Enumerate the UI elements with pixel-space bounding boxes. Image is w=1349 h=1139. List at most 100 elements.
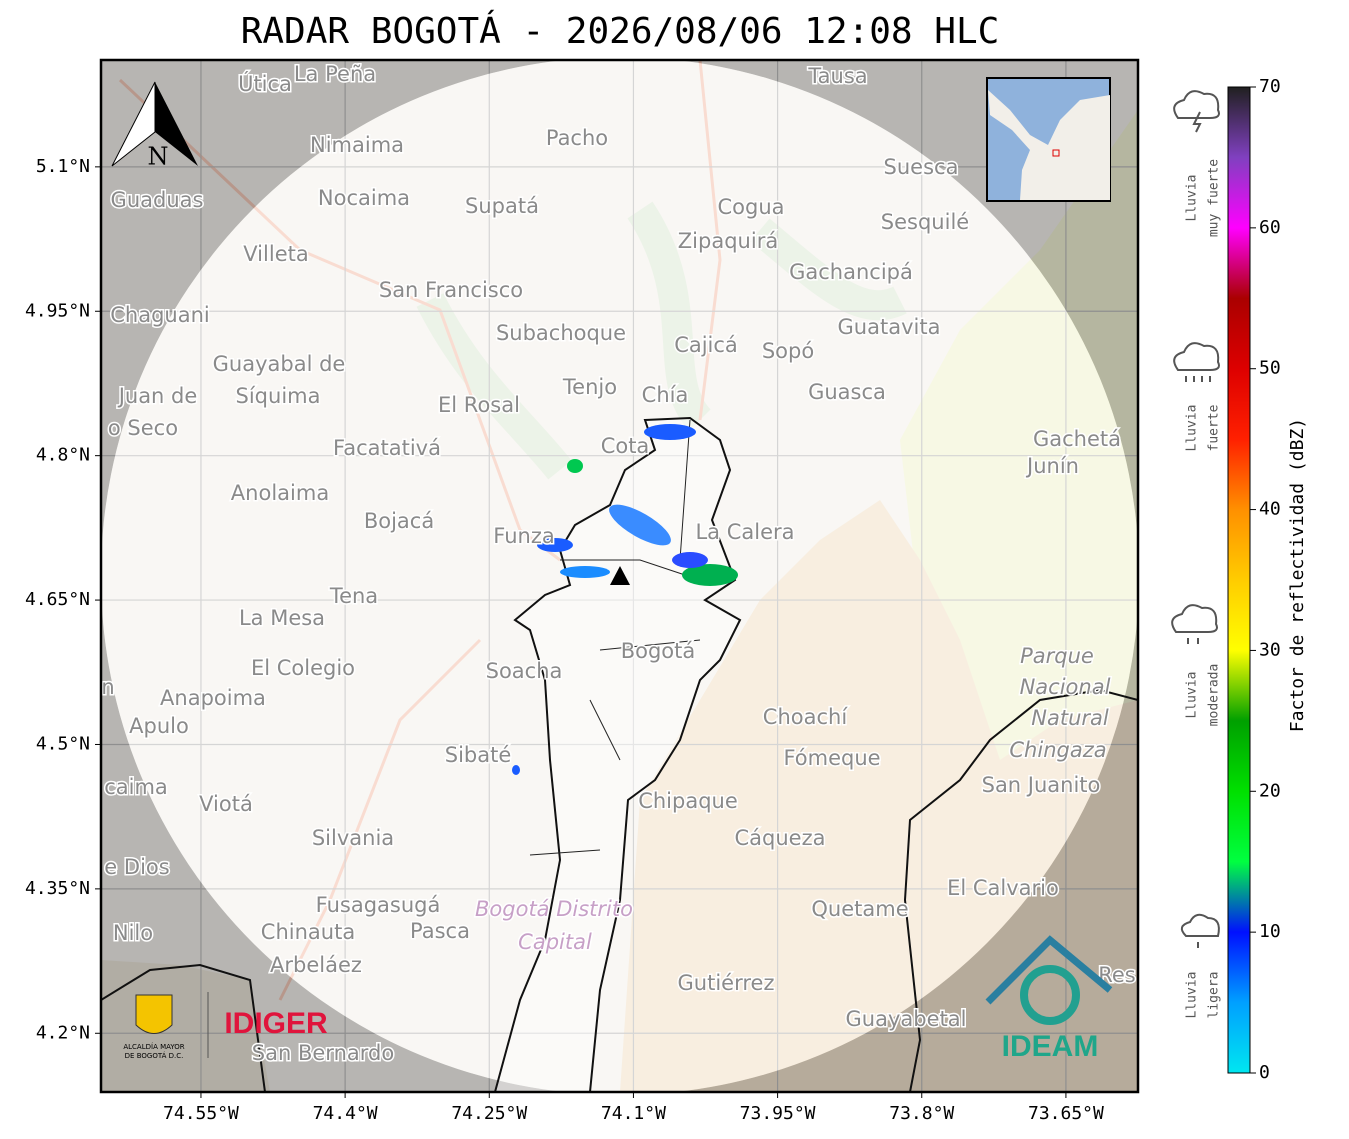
icon-heavy-storm — [1173, 90, 1220, 133]
radar-site — [610, 566, 630, 585]
colorbar — [1227, 86, 1251, 1074]
colorbar-label: Factor de reflectividad (dBZ) — [1287, 418, 1308, 732]
localities — [529, 419, 701, 856]
place-label: Sesquilé — [881, 210, 969, 234]
place-label: Natural — [1031, 706, 1109, 730]
legend-label: fuerte — [1207, 404, 1222, 451]
place-label: Nimaima — [310, 133, 404, 157]
icon-moderate-rain — [1171, 604, 1218, 644]
place-label: Tena — [329, 584, 378, 608]
x-tick-label: 74.1°W — [601, 1103, 666, 1124]
inset-land — [988, 90, 1110, 200]
place-label: Chipaque — [638, 789, 738, 813]
north-label: N — [148, 143, 169, 171]
place-label: Suesca — [884, 155, 959, 179]
y-tick-label: 4.35°N — [25, 878, 90, 899]
echo — [682, 564, 738, 586]
place-label: El Calvario — [947, 876, 1059, 900]
legend-label: ligera — [1207, 972, 1222, 1019]
place-label: La Calera — [695, 520, 794, 544]
x-tick-label: 74.25°W — [451, 1103, 527, 1124]
place-label: Chingaza — [1009, 738, 1106, 762]
colorbar-tick-label: 20 — [1259, 780, 1281, 801]
north-arrow: N — [111, 81, 198, 171]
colorbar-tick-label: 60 — [1259, 217, 1281, 238]
place-label: Quetame — [811, 897, 908, 921]
x-tick-label: 73.65°W — [1028, 1103, 1104, 1124]
place-label: Anolaima — [231, 481, 329, 505]
alcaldia-text: ALCALDÍA MAYOR — [123, 1042, 184, 1051]
echo — [537, 538, 573, 552]
place-label: Viotá — [199, 792, 253, 816]
inset-marker — [1052, 149, 1060, 157]
idiger-logo: IDIGER — [224, 1007, 328, 1040]
y-tick-label: 4.5°N — [36, 733, 90, 754]
place-label: La Mesa — [239, 606, 325, 630]
place-label: Guayabetal — [846, 1007, 967, 1031]
place-label: Subachoque — [496, 321, 626, 345]
ideam-text: IDEAM — [1002, 1030, 1099, 1063]
shield — [135, 994, 173, 1034]
inset-map — [986, 77, 1111, 202]
place-label: Arbeláez — [270, 953, 362, 977]
map-frame — [99, 58, 1140, 1094]
place-label: Gutiérrez — [678, 971, 775, 995]
place-label: Choachí — [763, 705, 849, 729]
roof — [985, 935, 1113, 1005]
place-label: Bogotá Distrito — [475, 897, 633, 921]
colorbar-tick-label: 30 — [1259, 639, 1281, 660]
y-tick-label: 5.1°N — [36, 156, 90, 177]
place-label: El Colegio — [251, 656, 355, 680]
legend-label: Lluvia — [1185, 972, 1200, 1019]
place-label: Cota — [601, 434, 650, 458]
place-label: Nocaima — [318, 186, 410, 210]
place-label: Guaduas — [111, 188, 204, 212]
place-label: La Peña — [294, 62, 376, 86]
place-label: n — [101, 675, 114, 699]
colorbar-tick-label: 70 — [1259, 76, 1281, 97]
place-label: Útica — [238, 71, 292, 96]
place-label: Síquima — [236, 384, 321, 408]
place-label: Silvania — [312, 826, 394, 850]
place-label: o Seco — [108, 416, 178, 440]
title: RADAR BOGOTÁ - 2026/08/06 12:08 HLC — [241, 10, 1000, 52]
place-label: Soacha — [486, 659, 563, 683]
place-label: Zipaquirá — [678, 229, 778, 253]
place-label: Tausa — [807, 64, 867, 88]
icon-light-rain — [1180, 913, 1220, 948]
x-tick-label: 74.55°W — [163, 1103, 239, 1124]
place-label: caima — [104, 775, 168, 799]
place-label: Fómeque — [783, 746, 880, 770]
alcaldia-logo: ALCALDÍA MAYOR DE BOGOTÁ D.C. IDIGER — [123, 992, 328, 1060]
place-label: Parque — [1020, 644, 1094, 668]
place-label: Cogua — [717, 195, 784, 219]
place-label: Gachetá — [1033, 427, 1121, 451]
place-label: Anapoima — [160, 686, 266, 710]
legend-label: muy fuerte — [1207, 159, 1222, 237]
place-label: Bogotá — [621, 639, 696, 663]
place-label: Nilo — [113, 921, 153, 945]
place-label: Chía — [642, 383, 689, 407]
place-label: Cáqueza — [735, 826, 826, 850]
place-label: Chaguani — [110, 303, 210, 327]
boundary — [903, 688, 1138, 1092]
place-label: Res — [1098, 963, 1136, 987]
swirl — [1020, 965, 1080, 1025]
ideam-logo: IDEAM — [985, 935, 1113, 1063]
x-tick-label: 73.95°W — [740, 1103, 816, 1124]
place-label: Sopó — [762, 339, 814, 363]
y-tick-label: 4.65°N — [25, 589, 90, 610]
echo — [567, 459, 583, 473]
place-label: Guatavita — [838, 315, 941, 339]
y-tick-label: 4.2°N — [36, 1022, 90, 1043]
place-label: Sibaté — [445, 743, 512, 767]
x-tick-label: 74.4°W — [313, 1103, 378, 1124]
legend-label: Lluvia — [1185, 175, 1200, 222]
y-tick-label: 4.8°N — [36, 445, 90, 466]
place-label: Pacho — [546, 126, 608, 150]
legend-label: moderada — [1207, 664, 1222, 727]
terrain — [101, 960, 270, 1092]
place-label: Funza — [493, 524, 554, 548]
radar-echoes — [512, 424, 738, 775]
place-label: Guayabal de — [213, 352, 346, 376]
